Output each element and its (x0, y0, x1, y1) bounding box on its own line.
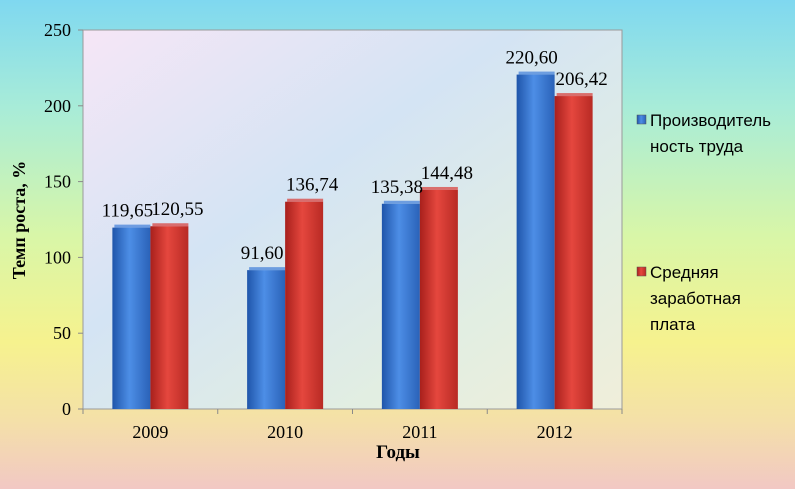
bar-top-bevel (249, 267, 286, 271)
y-axis-title: Темп роста, % (9, 161, 29, 280)
data-label: 136,74 (286, 175, 339, 196)
legend-label: Средняя заработная плата (650, 263, 741, 334)
legend-label-line: Средняя (650, 263, 719, 282)
x-tick-label: 2009 (132, 422, 168, 442)
data-label: 91,60 (241, 243, 284, 264)
y-tick-label: 100 (44, 247, 71, 267)
legend-label-line: плата (650, 315, 696, 334)
data-label: 120,55 (151, 199, 203, 220)
legend-swatch (636, 266, 647, 277)
bar-top-bevel (421, 186, 458, 190)
data-label: 119,65 (102, 201, 154, 222)
bar-top-bevel (556, 93, 593, 97)
legend-label-line: заработная (650, 289, 741, 308)
data-label: 144,48 (421, 163, 473, 184)
y-tick-label: 200 (44, 96, 71, 116)
legend-label: Производитель ность труда (650, 111, 771, 156)
bar-salary-2009 (150, 226, 189, 409)
bar-productivity-2011 (381, 203, 420, 409)
y-tick-label: 150 (44, 172, 71, 192)
legend-label-line: Производитель (650, 111, 771, 130)
bar-top-bevel (287, 198, 324, 202)
data-label: 206,42 (556, 69, 608, 90)
x-tick-label: 2011 (402, 422, 437, 442)
data-label: 220,60 (506, 48, 558, 69)
bar-productivity-2010 (247, 270, 286, 409)
bar-top-bevel (114, 224, 151, 228)
bars-layer (112, 71, 593, 409)
bar-productivity-2012 (516, 74, 555, 409)
axes-layer: 0 50 100 150 200 250 2009 2010 2011 2012 Годы Темп … (9, 20, 623, 463)
bar-salary-2012 (554, 96, 593, 409)
bar-top-bevel (152, 223, 189, 227)
y-tick-label: 50 (53, 323, 71, 343)
y-tick-label: 0 (62, 399, 71, 419)
data-label: 135,38 (371, 177, 423, 198)
x-axis-title: Годы (376, 442, 420, 463)
bar-top-bevel (518, 71, 555, 75)
x-tick-label: 2010 (267, 422, 303, 442)
bar-productivity-2009 (112, 227, 151, 409)
bar-top-bevel (383, 200, 420, 204)
legend: Производитель ность труда Средняя заработна… (636, 111, 771, 334)
bar-salary-2010 (285, 201, 324, 409)
legend-label-line: ность труда (650, 137, 744, 156)
bar-salary-2011 (419, 189, 458, 409)
x-tick-label: 2012 (537, 422, 573, 442)
legend-swatch (636, 114, 647, 125)
y-tick-label: 250 (44, 20, 71, 40)
